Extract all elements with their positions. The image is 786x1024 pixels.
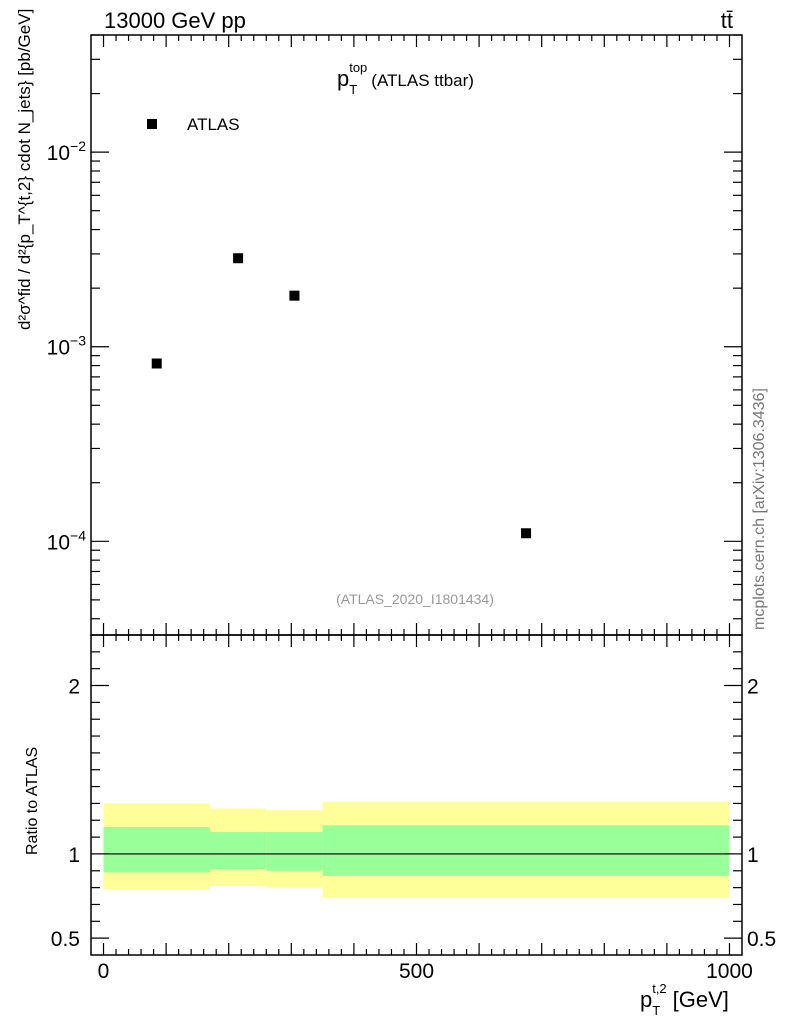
data-point: [289, 290, 300, 301]
y-tick-label: 10−2: [47, 138, 87, 165]
ratio-bands: [103, 801, 730, 898]
data-point: [151, 358, 162, 369]
data-points: [151, 253, 532, 539]
process-label: tt̄: [721, 8, 733, 33]
xlabel-unit: [GeV]: [673, 987, 729, 1012]
legend-entry: ATLAS: [187, 115, 240, 134]
ratio-y-tick-label: 1: [747, 844, 759, 867]
ratio-y-tick-label: 0.5: [51, 928, 80, 951]
y-tick-label-base: 10: [47, 142, 70, 165]
xlabel-sub: T: [652, 1003, 660, 1018]
main-y-axis-label: d²σ^fid / d²{p_T^{t,2} cdot N_jets} [pb/…: [15, 9, 34, 330]
title-rest: (ATLAS ttbar): [371, 71, 474, 90]
x-axis-label: pTt,2 [GeV]: [640, 981, 729, 1018]
xlabel-main: p: [640, 987, 652, 1012]
y-tick-label: 10−3: [47, 333, 87, 360]
y-tick-label-base: 10: [47, 531, 70, 554]
x-tick-label: 0: [98, 960, 110, 983]
side-note: mcplots.cern.ch [arXiv:1306.3436]: [751, 388, 768, 630]
y-tick-label-base: 10: [47, 337, 70, 360]
axis-ticks: [91, 34, 742, 955]
plot-title: pTtop (ATLAS ttbar): [337, 60, 474, 97]
ratio-y-tick-label: 1: [68, 844, 80, 867]
x-tick-label: 1000: [706, 960, 753, 983]
legend-marker: [147, 119, 157, 129]
ratio-band-inner: [266, 832, 323, 871]
ratio-y-tick-label: 2: [68, 676, 80, 699]
ratio-y-tick-label: 2: [747, 676, 759, 699]
energy-label: 13000 GeV pp: [104, 8, 246, 33]
y-tick-label-exp: −3: [70, 333, 86, 349]
ratio-band-inner: [209, 832, 267, 870]
ratio-band-inner: [322, 825, 730, 876]
title-sub: T: [349, 82, 357, 97]
tick-labels: 10−410−310−20.5 0.51 12 20 500 1000: [47, 138, 777, 983]
ratio-y-axis-label: Ratio to ATLAS: [24, 747, 41, 855]
x-tick-label: 500: [399, 960, 434, 983]
y-tick-label: 10−4: [47, 527, 87, 554]
title-sup: top: [349, 60, 367, 75]
y-tick-label-exp: −4: [70, 527, 86, 543]
analysis-id: (ATLAS_2020_I1801434): [336, 591, 494, 607]
data-point: [233, 253, 244, 264]
ratio-y-tick-label: 0.5: [747, 928, 776, 951]
ratio-band-inner: [103, 827, 210, 873]
title-main: p: [337, 66, 349, 91]
xlabel-sup: t,2: [652, 981, 666, 996]
y-tick-label-exp: −2: [70, 138, 86, 154]
ratio-plot-frame: [90, 634, 743, 956]
data-point: [521, 528, 532, 539]
